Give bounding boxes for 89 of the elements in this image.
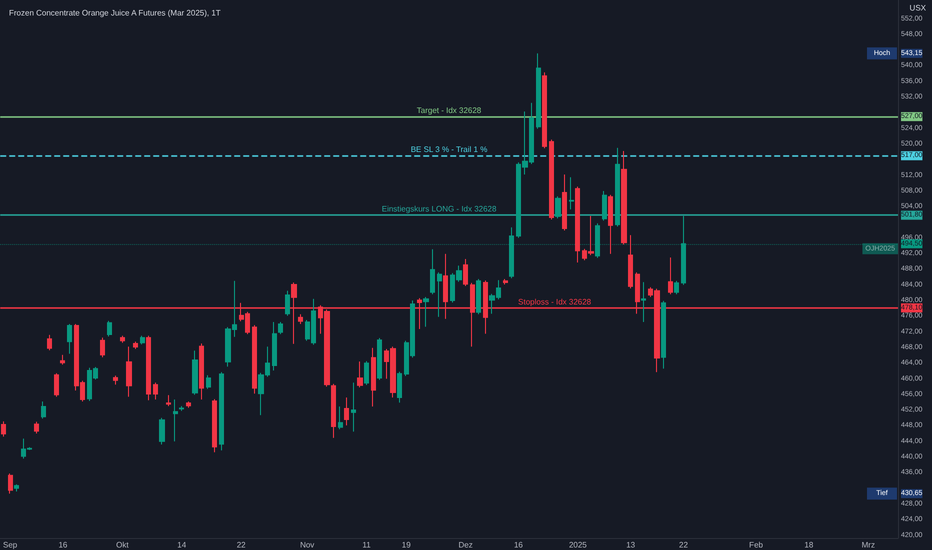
x-tick-label: 16: [514, 540, 524, 550]
candlestick: [153, 382, 158, 400]
candlestick: [120, 335, 125, 344]
candlestick: [166, 394, 171, 407]
x-tick-label: Feb: [749, 540, 764, 550]
candlestick: [661, 300, 666, 370]
candlestick: [338, 406, 343, 430]
candlestick: [371, 347, 376, 408]
candlestick: [569, 176, 574, 210]
candlestick: [219, 372, 224, 451]
x-tick-label: Sep: [3, 540, 18, 550]
candlestick: [357, 361, 363, 388]
x-tick-label: Nov: [300, 540, 314, 550]
candlestick: [674, 280, 679, 295]
candlestick: [575, 186, 580, 264]
candlestick: [476, 278, 481, 315]
ref-line-label: Einstiegskurs LONG - Idx 32628: [382, 204, 498, 214]
candlestick: [278, 322, 283, 335]
x-tick-label: 13: [626, 540, 636, 550]
candlestick: [54, 372, 59, 398]
candlestick: [536, 52, 541, 130]
candlestick: [681, 215, 686, 286]
candlestick: [602, 190, 607, 222]
candlestick: [562, 174, 567, 231]
x-tick-label: 14: [177, 540, 187, 550]
candlestick: [615, 147, 620, 228]
candlestick: [107, 320, 112, 337]
candlestick: [503, 278, 508, 285]
candlestick: [140, 335, 145, 345]
candlestick: [159, 417, 165, 445]
candlestick: [542, 72, 547, 149]
x-tick-label: 11: [362, 540, 372, 550]
candlestick: [126, 346, 132, 398]
candlestick: [668, 256, 673, 295]
candlestick: [298, 314, 303, 324]
candlestick: [34, 421, 39, 434]
candlestick: [397, 371, 402, 404]
candlestick: [133, 341, 138, 350]
candlestick: [364, 360, 369, 386]
candlestick: [437, 272, 442, 318]
candlestick: [113, 375, 118, 386]
candlestick: [555, 196, 561, 219]
candlestick: [199, 343, 204, 400]
x-tick-label: 2025: [568, 540, 588, 550]
candlestick: [60, 354, 65, 366]
candlestick: [206, 374, 211, 390]
x-tick-label: 16: [58, 540, 68, 550]
x-tick-label: Mrz: [862, 540, 875, 550]
candlestick: [1, 420, 6, 438]
candlestick: [621, 150, 627, 246]
candlestick: [331, 383, 336, 438]
candlestick: [272, 322, 277, 372]
candlestick: [47, 334, 52, 351]
candlestick: [146, 335, 151, 401]
candlestick: [628, 234, 633, 289]
candlestick: [377, 338, 382, 380]
candlestick: [8, 472, 13, 494]
candlestick: [641, 282, 646, 323]
candlestick: [186, 400, 191, 408]
candlestick: [595, 222, 600, 258]
x-tick-label: Dez: [458, 540, 473, 550]
candlestick: [173, 398, 178, 442]
candlestick: [549, 139, 554, 220]
candlestick: [212, 398, 217, 453]
candlestick: [252, 324, 257, 394]
candlestick: [344, 397, 349, 426]
x-tick-label: Okt: [116, 540, 130, 550]
candlestick: [192, 350, 198, 396]
candlestick: [463, 258, 468, 287]
x-tick-label: 22: [236, 540, 246, 550]
candlestick: [509, 226, 514, 279]
candlestick: [67, 323, 72, 354]
candlestick: [100, 337, 105, 358]
x-tick-label: 22: [679, 540, 688, 550]
x-tick-label: 19: [402, 540, 412, 550]
text: Frozen Concentrate Orange Juice A Futures (Mar 2025), 1T: [9, 8, 221, 18]
y-axis-title: USX: [910, 4, 927, 12]
x-tick-label: 18: [804, 540, 814, 550]
candlestick: [285, 290, 290, 316]
candlestick: [608, 194, 613, 254]
ref-line-label: Target - Idx 32628: [416, 106, 482, 116]
candlestick: [179, 406, 184, 412]
candlestick: [351, 382, 356, 432]
ref-line-label: Stoploss - Idx 32628: [518, 297, 592, 306]
candlestick: [41, 400, 46, 420]
candlestick: [14, 484, 19, 492]
ref-line-label: BE SL 3 % - Trail 1 %: [410, 145, 488, 154]
candlestick: [423, 296, 429, 328]
candlestick: [430, 248, 435, 295]
